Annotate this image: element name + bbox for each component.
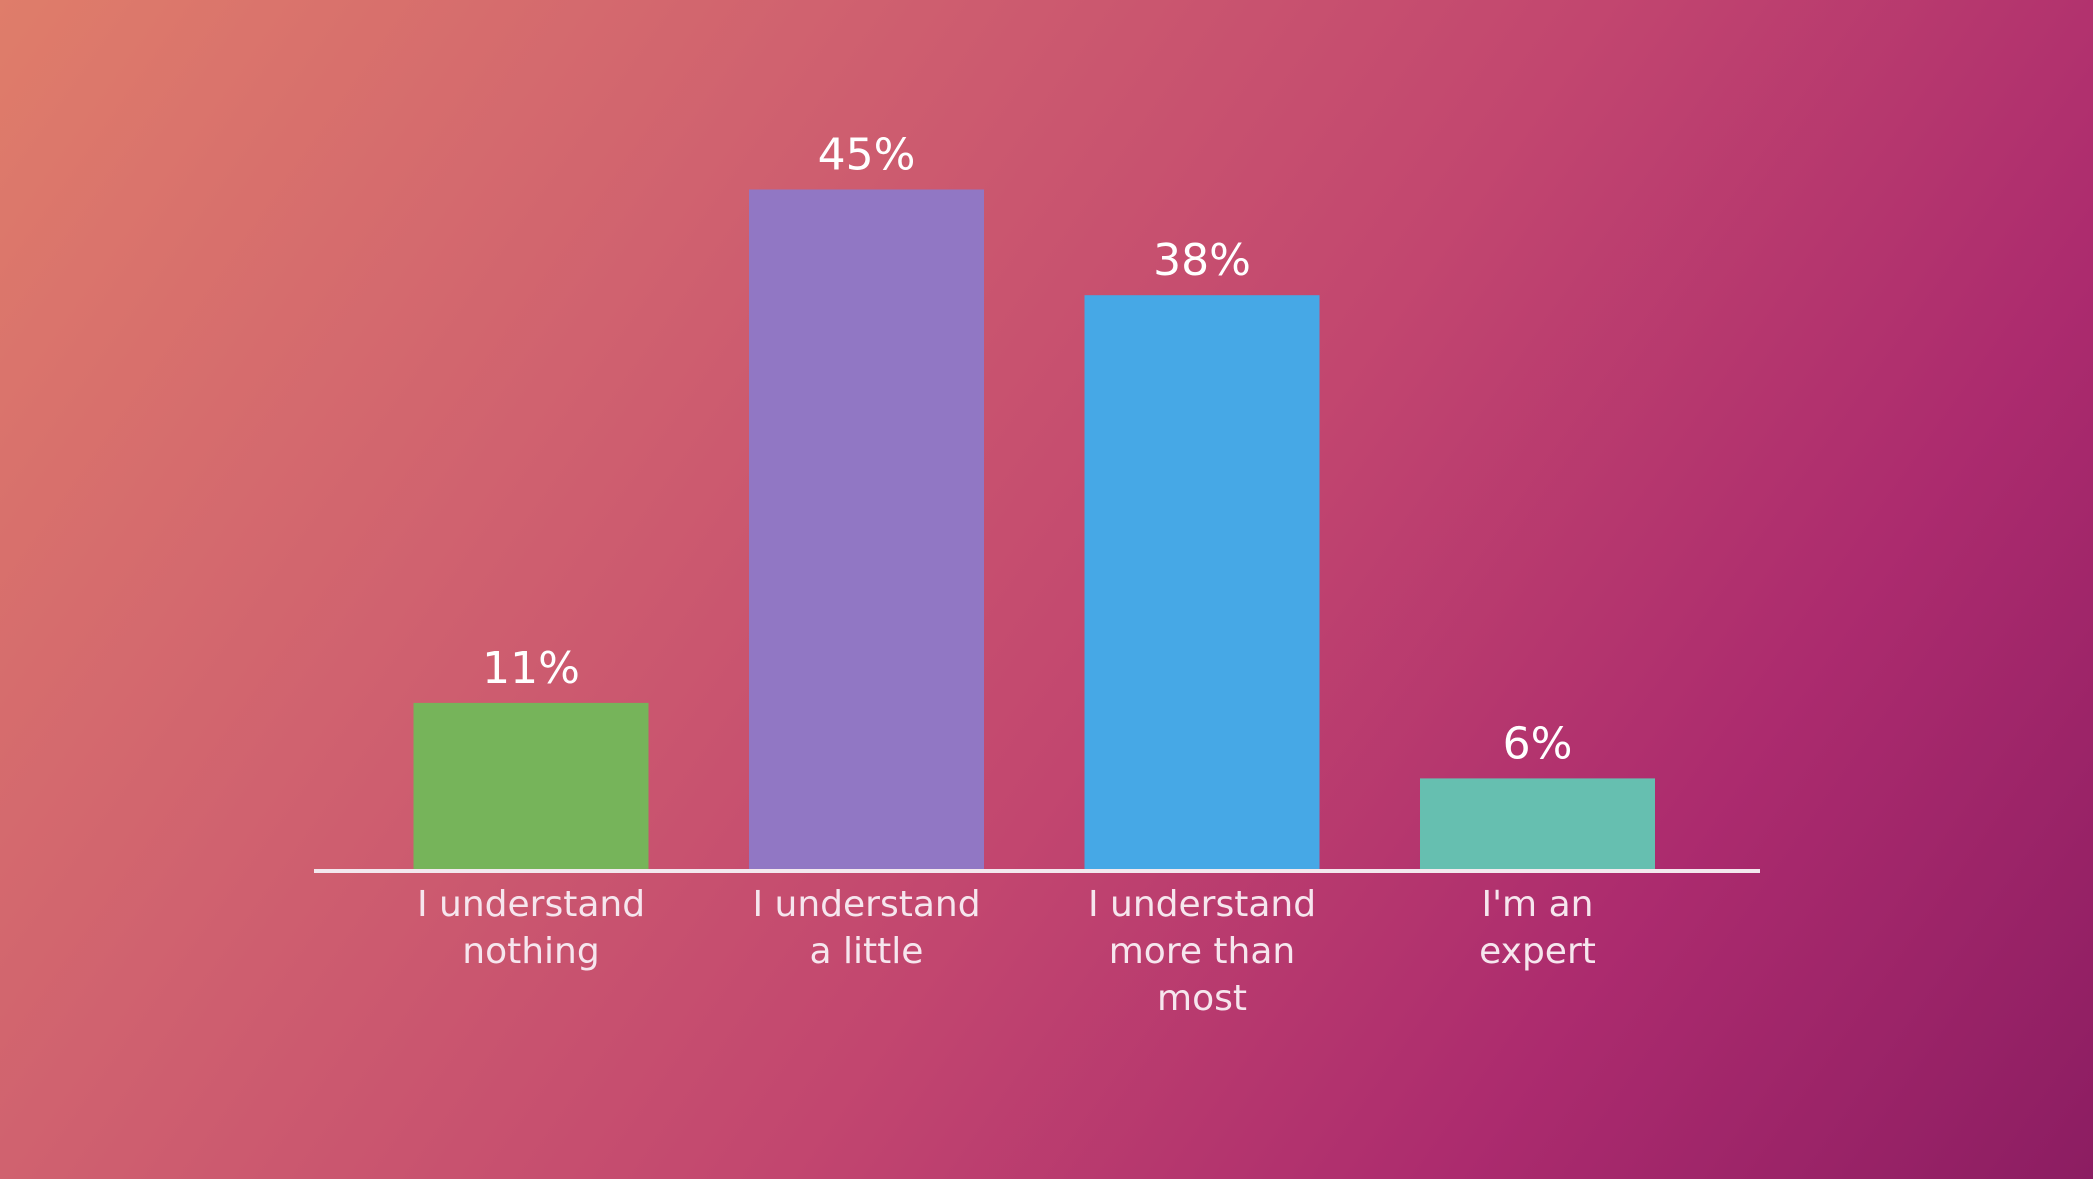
category-label: I understand (1088, 884, 1316, 925)
bar (1084, 295, 1320, 869)
value-label: 45% (818, 130, 916, 181)
category-label: expert (1479, 931, 1596, 972)
category-label: I understand (752, 884, 980, 925)
category-label: most (1157, 978, 1247, 1019)
category-label: I understand (417, 884, 645, 925)
bar (413, 702, 649, 869)
bar (749, 189, 984, 869)
value-label: 38% (1153, 235, 1251, 286)
category-label: more than (1109, 931, 1296, 972)
value-label: 6% (1503, 718, 1573, 769)
bar (1420, 778, 1655, 869)
value-label: 11% (482, 643, 580, 694)
category-label: a little (810, 931, 924, 972)
category-label: nothing (462, 931, 599, 972)
category-label: I'm an (1482, 884, 1594, 925)
